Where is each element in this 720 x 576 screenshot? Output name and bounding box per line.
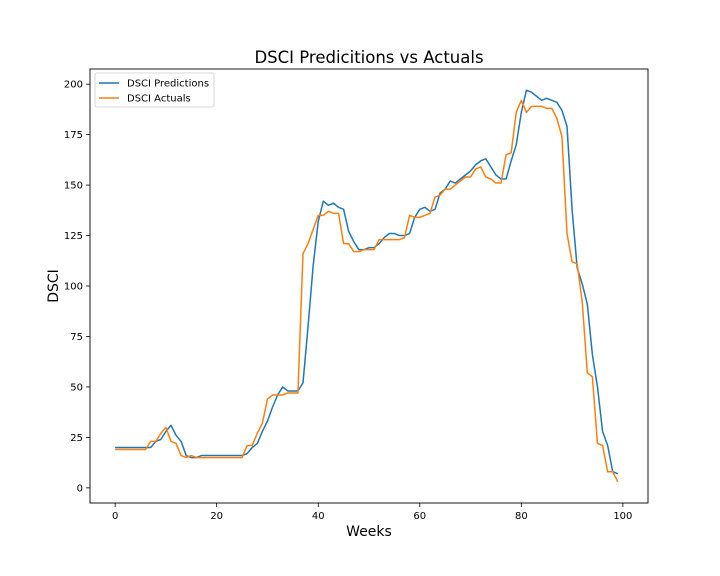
series-line-predictions [115,89,619,475]
y-tick-label: 200 [64,80,83,91]
y-tick-label: 150 [64,181,83,192]
x-axis: 0 20 40 60 80 100 [112,503,632,522]
y-axis-label: DSCI [46,269,62,303]
legend-label-predictions: DSCI Predictions [127,79,209,90]
y-axis: 0 25 50 75 100 125 150 175 200 [64,80,90,494]
plot-frame [89,68,649,504]
x-tick-label: 0 [112,511,118,522]
x-tick-label: 20 [210,511,223,522]
series-line-actuals [115,99,619,483]
y-tick-label: 175 [64,130,83,141]
legend: DSCI Predictions DSCI Actuals [94,72,215,108]
y-tick-label: 100 [64,282,83,293]
x-tick-label: 100 [613,511,632,522]
x-tick-label: 60 [413,511,426,522]
legend-box [94,72,215,108]
y-tick-label: 75 [70,332,83,343]
series-lines [115,89,619,483]
x-tick-label: 40 [312,511,325,522]
y-tick-label: 25 [70,433,83,444]
legend-label-actuals: DSCI Actuals [127,94,191,105]
y-tick-label: 125 [64,231,83,242]
chart-title: DSCI Predicitions vs Actuals [254,48,483,67]
y-tick-label: 50 [70,382,83,393]
x-tick-label: 80 [515,511,528,522]
x-axis-label: Weeks [346,524,392,540]
y-tick-label: 0 [77,483,83,494]
plot-area: 0 20 40 60 80 100 0 25 50 75 100 125 150 175 200 [64,68,649,522]
